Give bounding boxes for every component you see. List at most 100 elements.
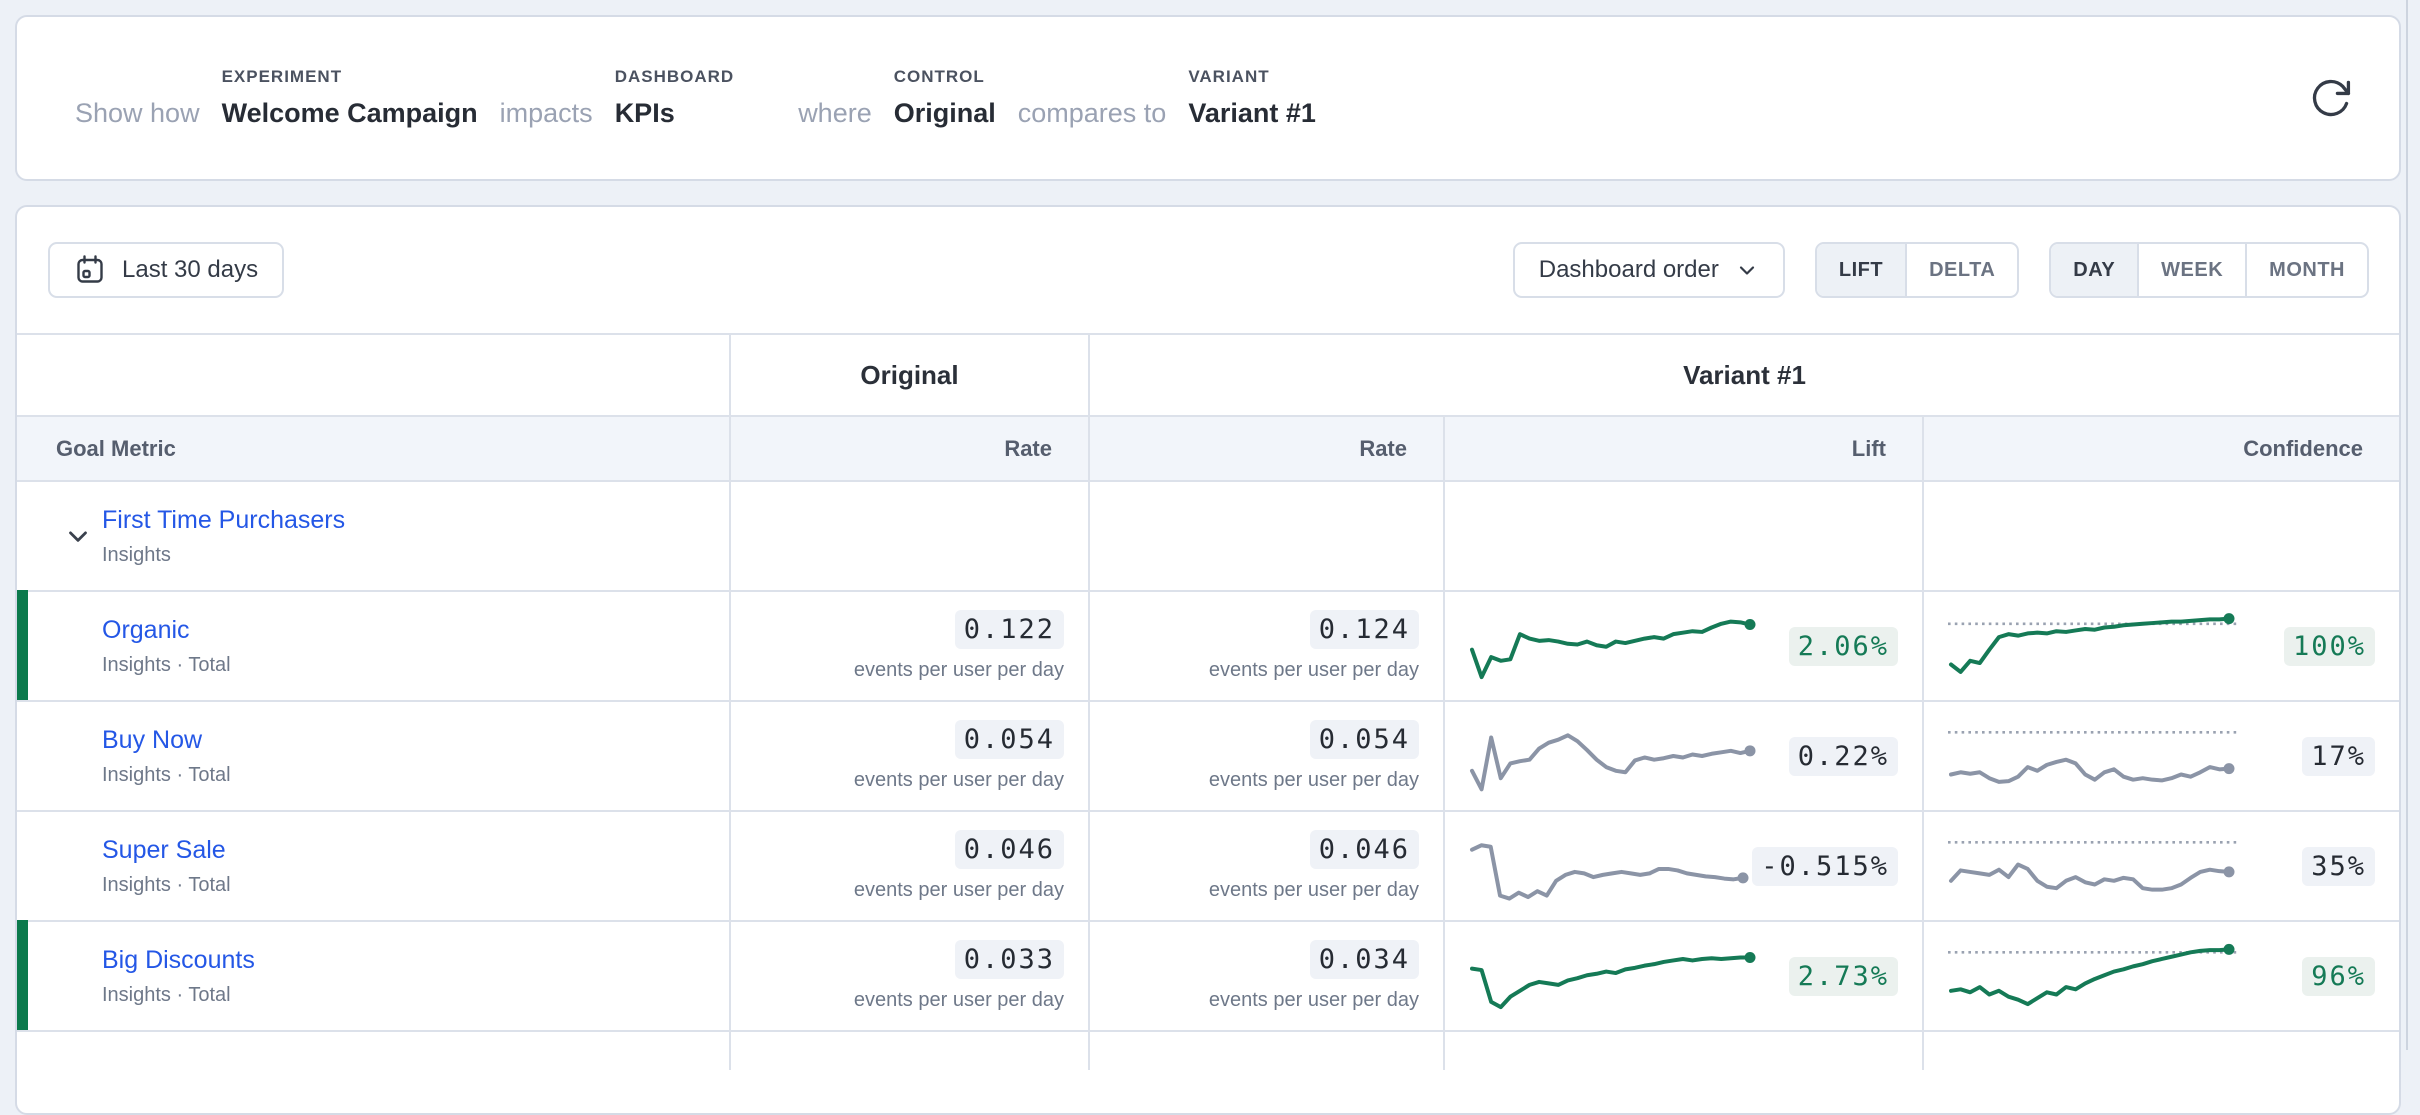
- confidence-value: 35%: [2302, 846, 2375, 886]
- empty-cell: [1090, 482, 1445, 590]
- metric-cell: Buy Now Insights · Total: [17, 702, 731, 810]
- rate-unit: events per user per day: [853, 659, 1064, 681]
- rate-unit: events per user per day: [1208, 879, 1419, 901]
- experiment-value[interactable]: Welcome Campaign: [221, 97, 478, 128]
- significant-row-marker: [17, 590, 28, 700]
- variant-rate-cell: 0.124 events per user per day: [1090, 592, 1445, 700]
- empty-cell: [1445, 1032, 1924, 1070]
- date-range-label: Last 30 days: [122, 256, 259, 283]
- show-how-text: Show how: [75, 97, 200, 128]
- confidence-sparkline: [1948, 604, 2238, 688]
- collapse-chevron-icon[interactable]: [61, 519, 95, 553]
- rate-unit: events per user per day: [1208, 989, 1419, 1011]
- confidence-cell: 35%: [1924, 812, 2399, 920]
- lift-value: -0.515%: [1752, 846, 1898, 886]
- original-rate-cell: 0.122 events per user per day: [731, 592, 1090, 700]
- control-label: CONTROL: [893, 66, 985, 86]
- control-value[interactable]: Original: [893, 97, 996, 128]
- granularity-toggle: DAY WEEK MONTH: [2049, 242, 2369, 298]
- dashboard-term[interactable]: DASHBOARD KPIs: [615, 67, 735, 130]
- rate-unit: events per user per day: [1208, 659, 1419, 681]
- confidence-sparkline: [1948, 824, 2238, 908]
- variant-value[interactable]: Variant #1: [1188, 97, 1316, 128]
- column-header-lift: Lift: [1445, 417, 1924, 480]
- dashboard-value[interactable]: KPIs: [614, 97, 675, 128]
- table-column-header-row: Goal Metric Rate Rate Lift Confidence: [17, 415, 2399, 480]
- rate-unit: events per user per day: [853, 989, 1064, 1011]
- original-rate-value: 0.046: [954, 830, 1064, 869]
- granularity-week-button[interactable]: WEEK: [2139, 244, 2248, 296]
- metric-cell: Big Discounts Insights · Total: [17, 920, 731, 1030]
- calendar-icon: [77, 255, 103, 283]
- original-rate-value: 0.054: [954, 720, 1064, 759]
- date-range-button[interactable]: Last 30 days: [48, 242, 285, 298]
- lift-sparkline: [1469, 824, 1752, 908]
- table-row-big-discounts: Big Discounts Insights · Total 0.033 eve…: [17, 920, 2399, 1030]
- metric-link[interactable]: Super Sale: [102, 835, 226, 864]
- lift-value: 2.06%: [1788, 626, 1898, 666]
- empty-cell: [1090, 1032, 1445, 1070]
- empty-cell: [1445, 482, 1924, 590]
- lift-value: 2.73%: [1788, 956, 1898, 996]
- where-text: where: [798, 97, 872, 128]
- variant-group-header: Variant #1: [1683, 359, 1806, 390]
- rate-unit: events per user per day: [853, 769, 1064, 791]
- table-row-group: First Time Purchasers Insights: [17, 480, 2399, 590]
- metric-subtitle: Insights · Total: [102, 763, 231, 786]
- metric-subtitle: Insights · Total: [102, 873, 231, 896]
- variant-rate-value: 0.034: [1309, 940, 1419, 979]
- group-header-spacer: [17, 335, 731, 415]
- column-header-confidence: Confidence: [2243, 435, 2363, 461]
- table-group-header-row: Original Variant #1: [17, 333, 2399, 415]
- toolbar-right: Dashboard order LIFT DELTA DAY WEEK MONT…: [1512, 242, 2369, 298]
- metric-cell: Organic Insights · Total: [17, 590, 731, 700]
- variant-rate-value: 0.124: [1309, 610, 1419, 649]
- experiment-label: EXPERIMENT: [221, 66, 343, 86]
- variant-rate-cell: 0.046 events per user per day: [1090, 812, 1445, 920]
- significant-row-marker: [17, 920, 28, 1030]
- variant-rate-value: 0.054: [1309, 720, 1419, 759]
- chevron-down-icon: [1739, 266, 1754, 275]
- metric-cell: Super Sale Insights · Total: [17, 812, 731, 920]
- rate-unit: events per user per day: [1208, 769, 1419, 791]
- toolbar: Last 30 days Dashboard order LIFT DELTA …: [17, 207, 2399, 333]
- refresh-icon: [2312, 79, 2351, 117]
- variant-rate-value: 0.046: [1309, 830, 1419, 869]
- mode-delta-button[interactable]: DELTA: [1907, 244, 2017, 296]
- table-row-partial: [17, 1030, 2399, 1070]
- empty-cell: [17, 1032, 731, 1070]
- confidence-cell: 17%: [1924, 702, 2399, 810]
- original-rate-value: 0.122: [954, 610, 1064, 649]
- control-term[interactable]: CONTROL Original: [894, 67, 996, 130]
- mode-lift-button[interactable]: LIFT: [1816, 244, 1908, 296]
- variant-rate-cell: 0.054 events per user per day: [1090, 702, 1445, 810]
- group-metric-link[interactable]: First Time Purchasers: [102, 505, 346, 534]
- empty-cell: [1924, 1032, 2399, 1070]
- variant-term[interactable]: VARIANT Variant #1: [1188, 67, 1316, 130]
- metric-subtitle: Insights · Total: [102, 983, 231, 1006]
- dashboard-order-dropdown[interactable]: Dashboard order: [1512, 242, 1785, 298]
- granularity-day-button[interactable]: DAY: [2051, 244, 2140, 296]
- results-panel: Last 30 days Dashboard order LIFT DELTA …: [15, 205, 2401, 1115]
- rate-unit: events per user per day: [853, 879, 1064, 901]
- empty-cell: [731, 482, 1090, 590]
- metric-link[interactable]: Big Discounts: [102, 945, 255, 974]
- experiment-term[interactable]: EXPERIMENT Welcome Campaign: [222, 67, 478, 130]
- column-header-rate-variant: Rate: [1090, 417, 1445, 480]
- granularity-month-button[interactable]: MONTH: [2247, 244, 2367, 296]
- dashboard-order-label: Dashboard order: [1538, 256, 1719, 283]
- metric-link[interactable]: Buy Now: [102, 725, 203, 754]
- variant-label: VARIANT: [1188, 66, 1270, 86]
- original-rate-cell: 0.054 events per user per day: [731, 702, 1090, 810]
- refresh-button[interactable]: [2303, 70, 2359, 126]
- confidence-value: 17%: [2302, 736, 2375, 776]
- metric-link[interactable]: Organic: [102, 615, 190, 644]
- lift-cell: 2.73%: [1445, 922, 1924, 1030]
- lift-value: 0.22%: [1788, 736, 1898, 776]
- control-group-header: Original: [731, 335, 1090, 415]
- original-rate-cell: 0.046 events per user per day: [731, 812, 1090, 920]
- confidence-cell: 100%: [1924, 592, 2399, 700]
- window-scrollbar[interactable]: [2406, 0, 2408, 1050]
- group-metric-cell: First Time Purchasers Insights: [17, 482, 731, 590]
- dashboard-label: DASHBOARD: [614, 66, 735, 86]
